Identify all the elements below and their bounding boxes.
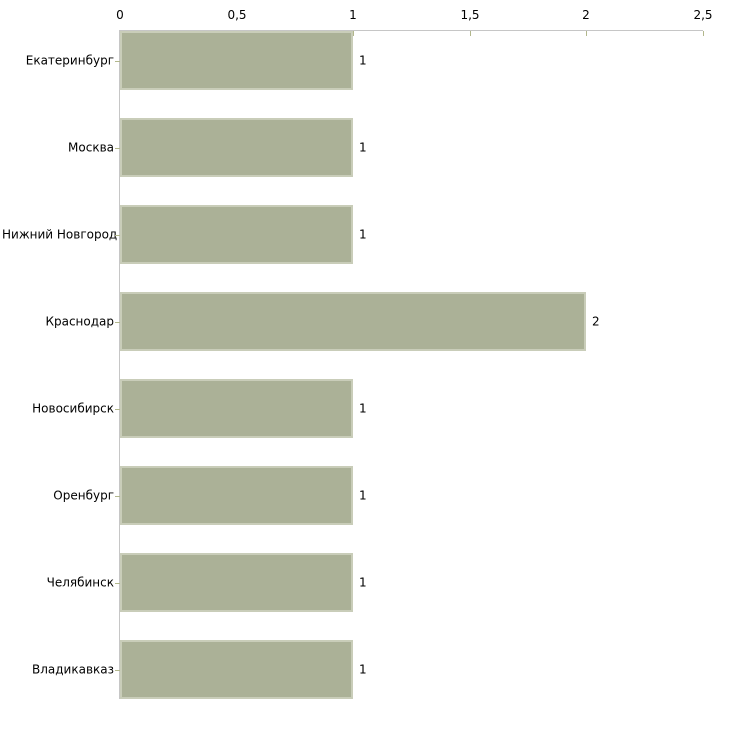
category-label: Челябинск <box>46 575 114 589</box>
bar <box>120 379 353 438</box>
bar <box>120 292 586 351</box>
bar <box>120 553 353 612</box>
y-tick-mark <box>115 670 120 671</box>
value-label: 1 <box>359 488 367 502</box>
y-tick-mark <box>115 235 120 236</box>
x-tick-label: 1 <box>349 8 357 22</box>
value-label: 1 <box>359 575 367 589</box>
x-axis-line <box>119 30 703 31</box>
bar <box>120 640 353 699</box>
x-tick-mark <box>353 31 354 36</box>
y-tick-mark <box>115 61 120 62</box>
value-label: 1 <box>359 53 367 67</box>
category-label: Екатеринбург <box>25 53 114 67</box>
y-axis-line <box>119 30 120 699</box>
x-tick-mark <box>470 31 471 36</box>
category-label: Новосибирск <box>32 401 114 415</box>
x-tick-label: 2,5 <box>693 8 713 22</box>
category-label: Владикавказ <box>31 662 114 676</box>
value-label: 2 <box>592 314 600 328</box>
category-label: Краснодар <box>45 314 114 328</box>
x-tick-label: 0,5 <box>227 8 247 22</box>
category-label: Оренбург <box>53 488 114 502</box>
x-tick-label: 2 <box>582 8 590 22</box>
bar <box>120 31 353 90</box>
x-tick-mark <box>703 31 704 36</box>
y-tick-mark <box>115 148 120 149</box>
bar <box>120 466 353 525</box>
category-label: Москва <box>68 140 114 154</box>
value-label: 1 <box>359 227 367 241</box>
x-tick-label: 0 <box>116 8 124 22</box>
y-tick-mark <box>115 583 120 584</box>
bar <box>120 118 353 177</box>
y-tick-mark <box>115 496 120 497</box>
x-tick-label: 1,5 <box>460 8 480 22</box>
y-tick-mark <box>115 409 120 410</box>
value-label: 1 <box>359 140 367 154</box>
y-tick-mark <box>115 322 120 323</box>
value-label: 1 <box>359 662 367 676</box>
bar <box>120 205 353 264</box>
category-label: Нижний Новгород <box>2 227 118 241</box>
value-label: 1 <box>359 401 367 415</box>
x-tick-mark <box>586 31 587 36</box>
